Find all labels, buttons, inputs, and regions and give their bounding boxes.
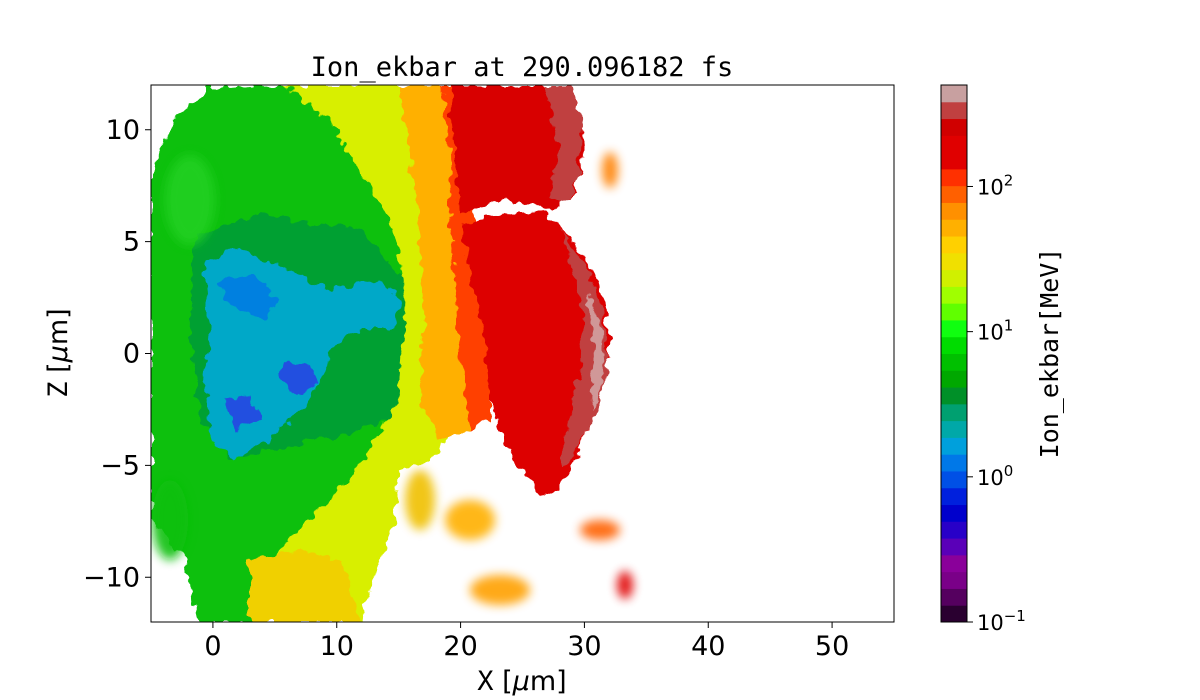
colorbar-tick-label: 10−1 — [977, 607, 1026, 635]
colorbar-segment — [941, 219, 967, 237]
colorbar-segment — [941, 554, 967, 573]
colorbar-label: Ion_ekbar[MeV] — [1035, 248, 1064, 459]
ion-front — [450, 85, 610, 498]
red-orange-edge — [440, 85, 490, 430]
y-tick-label: −10 — [83, 562, 140, 593]
plot-area — [151, 85, 894, 622]
colorbar-segment — [941, 85, 967, 103]
x-tick-label: 30 — [567, 631, 601, 662]
yellow-shell-region — [250, 85, 455, 622]
colorbar-segment — [941, 454, 967, 472]
upper-red-lobe — [450, 85, 585, 215]
colorbar-segment — [941, 101, 967, 120]
y-tick-label: 10 — [106, 115, 140, 146]
colorbar-frame — [940, 84, 968, 623]
hot-front-layer-lower — [560, 230, 608, 470]
colorbar-segment — [941, 168, 967, 187]
x-tick-label: 0 — [204, 631, 221, 662]
colorbar-segment — [941, 135, 967, 153]
low-energy-core — [205, 250, 400, 460]
colorbar-ticks: 10−1 100 101 102 — [967, 171, 1026, 635]
colorbar-segment — [941, 319, 967, 338]
colorbar-segment — [941, 353, 967, 371]
colorbar-segment — [941, 252, 967, 271]
colorbar-segment — [941, 269, 967, 287]
colorbar-segment — [941, 152, 967, 170]
y-axis-label: Z [μm] — [43, 308, 74, 397]
colorbar-segment — [941, 470, 967, 489]
x-axis-label: X [μm] — [477, 666, 566, 697]
lower-yellow-plume — [250, 550, 360, 622]
x-axis: 0 10 20 30 40 50 — [204, 622, 849, 662]
colorbar-segment — [941, 487, 967, 506]
colorbar-tick-label: 100 — [977, 462, 1013, 490]
colorbar-segment — [941, 185, 967, 203]
colorbar-segment — [941, 605, 967, 623]
colorbar-segment — [941, 504, 967, 522]
colorbar-tick-label: 101 — [977, 317, 1013, 345]
colorbar — [941, 85, 967, 623]
colorbar-segment — [941, 336, 967, 354]
colorbar-segment — [941, 286, 967, 304]
y-tick-label: 5 — [123, 227, 140, 258]
colorbar-segment — [941, 370, 967, 388]
debris — [152, 152, 633, 605]
y-tick-label: −5 — [100, 450, 140, 481]
hottest-front — [585, 290, 605, 410]
colorbar-segment — [941, 236, 967, 254]
colorbar-segment — [941, 588, 967, 606]
colorbar-segment — [941, 420, 967, 438]
colorbar-tick-label: 102 — [977, 171, 1013, 199]
colorbar-segment — [941, 202, 967, 220]
x-tick-label: 20 — [443, 631, 477, 662]
x-tick-label: 50 — [815, 631, 849, 662]
x-tick-label: 10 — [320, 631, 354, 662]
colorbar-segment — [941, 571, 967, 589]
colorbar-segment — [941, 521, 967, 539]
hot-front-layer — [545, 85, 580, 205]
colorbar-segment — [941, 403, 967, 422]
x-tick-label: 40 — [691, 631, 725, 662]
colorbar-segment — [941, 437, 967, 455]
y-tick-label: 0 — [123, 339, 140, 370]
chart-title: Ion_ekbar at 290.096182 fs — [311, 52, 734, 83]
colorbar-segment — [941, 387, 967, 405]
colorbar-segment — [941, 538, 967, 556]
colorbar-segment — [941, 118, 967, 136]
colorbar-segment — [941, 303, 967, 321]
y-axis: 10 5 0 −5 −10 — [83, 115, 151, 593]
